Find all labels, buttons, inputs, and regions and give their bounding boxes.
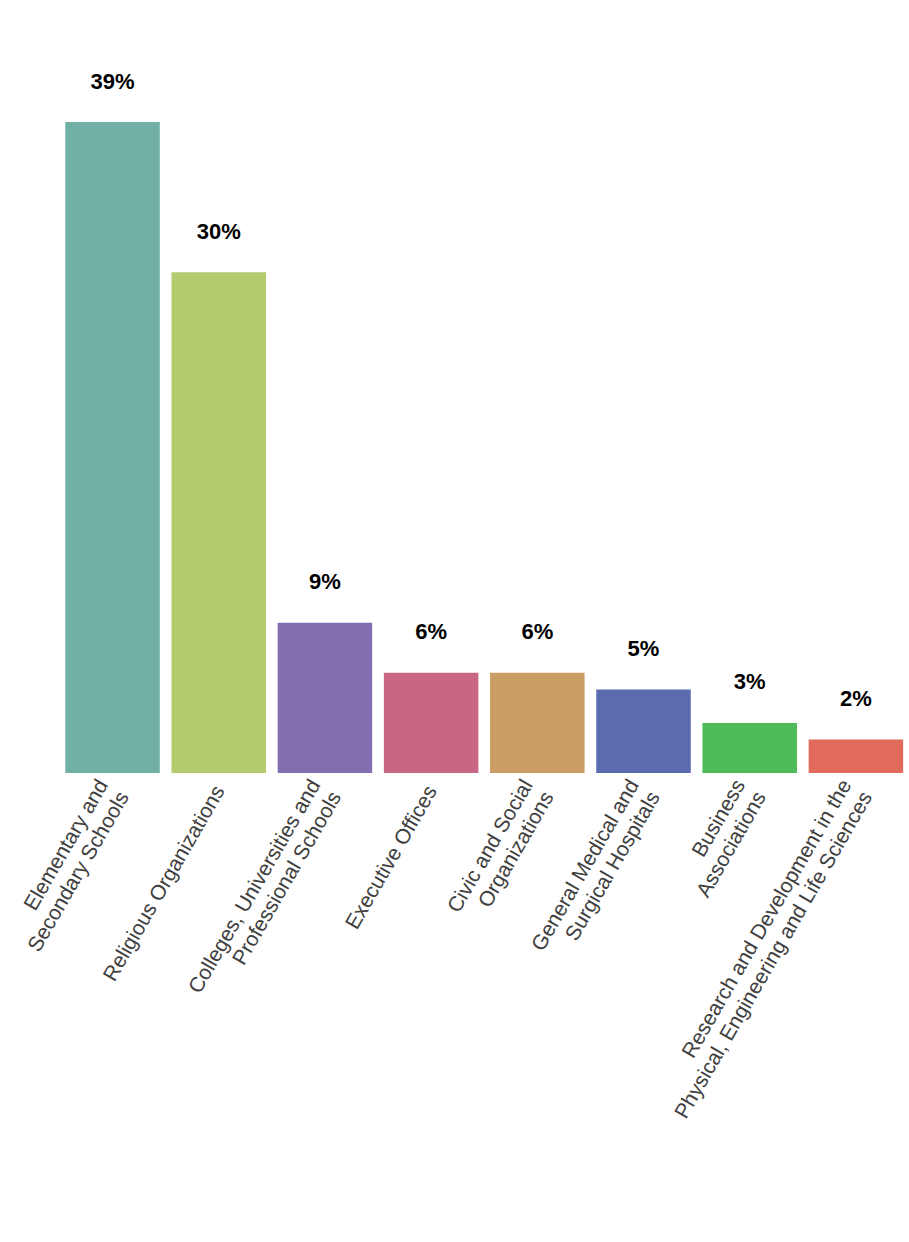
svg-text:30%: 30%: [197, 219, 241, 244]
svg-text:Surgical Hospitals: Surgical Hospitals: [560, 787, 664, 944]
svg-text:9%: 9%: [309, 569, 341, 594]
svg-text:Elementary and: Elementary and: [18, 775, 113, 914]
svg-text:Colleges, Universities and: Colleges, Universities and: [183, 775, 324, 997]
svg-text:6%: 6%: [521, 619, 553, 644]
svg-text:6%: 6%: [415, 619, 447, 644]
svg-text:Physical, Engineering and Life: Physical, Engineering and Life Sciences: [670, 787, 877, 1122]
svg-text:Professional Schools: Professional Schools: [227, 787, 345, 968]
svg-text:2%: 2%: [840, 686, 872, 711]
svg-text:39%: 39%: [91, 69, 135, 94]
svg-text:Secondary Schools: Secondary Schools: [23, 787, 133, 955]
svg-text:Executive Offices: Executive Offices: [340, 781, 441, 933]
svg-text:5%: 5%: [628, 636, 660, 661]
svg-text:Business: Business: [686, 775, 750, 861]
svg-text:Associations: Associations: [691, 787, 770, 901]
svg-text:General Medical and: General Medical and: [526, 775, 644, 955]
svg-text:Research and Development in th: Research and Development in the: [677, 775, 856, 1061]
svg-text:Religious Organizations: Religious Organizations: [98, 781, 229, 985]
svg-text:3%: 3%: [734, 669, 766, 694]
svg-text:Organizations: Organizations: [473, 787, 558, 911]
svg-text:Civic and Social: Civic and Social: [442, 775, 537, 916]
